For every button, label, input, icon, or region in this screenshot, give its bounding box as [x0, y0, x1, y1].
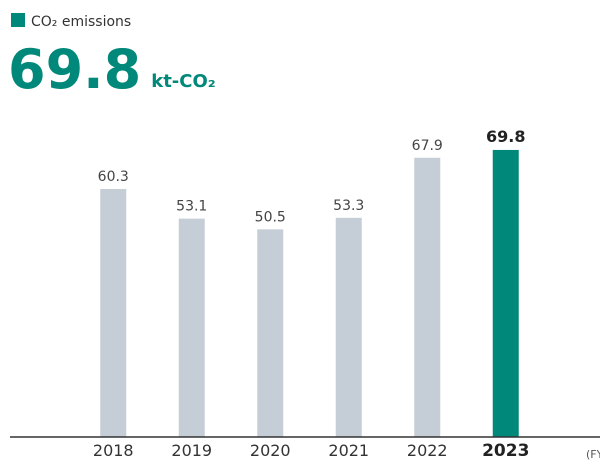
value-label: 53.3 — [333, 198, 364, 214]
bar — [100, 189, 127, 437]
value-label: 69.8 — [486, 127, 525, 146]
value-label: 50.5 — [255, 209, 286, 225]
legend-label: CO₂ emissions — [31, 14, 131, 30]
bar — [335, 217, 362, 437]
value-label: 53.1 — [176, 199, 207, 215]
headline-value: 69.8 — [8, 38, 141, 101]
x-tick-label: 2018 — [93, 441, 134, 460]
legend-swatch — [11, 13, 25, 27]
value-label: 67.9 — [412, 138, 443, 154]
bar — [492, 149, 519, 437]
x-tick-label: 2023 — [482, 441, 529, 461]
value-label: 60.3 — [98, 169, 129, 185]
x-tick-label: 2021 — [328, 441, 369, 460]
x-tick-label: 2019 — [171, 441, 212, 460]
headline-unit: kt-CO₂ — [151, 71, 215, 92]
x-tick-label: 2022 — [407, 441, 448, 460]
bar — [257, 229, 284, 437]
bar — [414, 157, 441, 438]
x-axis-label: (FY) — [586, 448, 600, 461]
bar — [178, 218, 205, 437]
x-tick-label: 2020 — [250, 441, 291, 460]
